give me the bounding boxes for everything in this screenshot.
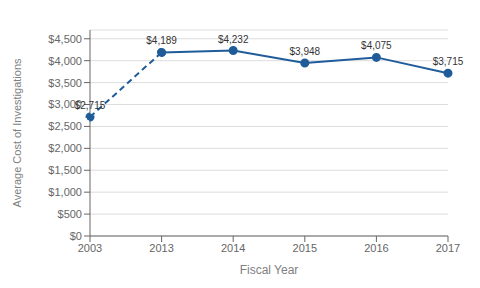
svg-text:Average Cost of Investigations: Average Cost of Investigations	[11, 58, 23, 207]
svg-text:2014: 2014	[221, 242, 245, 254]
svg-text:$2,715: $2,715	[75, 100, 106, 111]
svg-text:$3,500: $3,500	[48, 77, 82, 89]
svg-text:2003: 2003	[78, 242, 102, 254]
svg-text:$4,500: $4,500	[48, 33, 82, 45]
svg-text:Fiscal Year: Fiscal Year	[240, 263, 299, 277]
svg-text:2017: 2017	[436, 242, 460, 254]
svg-text:$4,075: $4,075	[361, 40, 392, 51]
svg-text:$4,189: $4,189	[146, 35, 177, 46]
svg-text:$3,715: $3,715	[433, 56, 464, 67]
svg-text:$1,000: $1,000	[48, 186, 82, 198]
svg-text:$4,232: $4,232	[218, 34, 249, 45]
svg-text:$3,000: $3,000	[48, 98, 82, 111]
svg-text:$2,000: $2,000	[48, 142, 82, 154]
svg-text:$0: $0	[70, 230, 82, 242]
svg-text:$500: $500	[58, 208, 82, 220]
svg-text:$4,000: $4,000	[48, 55, 82, 67]
svg-text:2016: 2016	[364, 242, 388, 254]
svg-text:$3,948: $3,948	[290, 46, 321, 57]
svg-text:$1,500: $1,500	[48, 164, 82, 176]
svg-text:$2,500: $2,500	[48, 120, 82, 132]
svg-text:2015: 2015	[293, 242, 317, 254]
svg-text:2013: 2013	[149, 242, 173, 254]
